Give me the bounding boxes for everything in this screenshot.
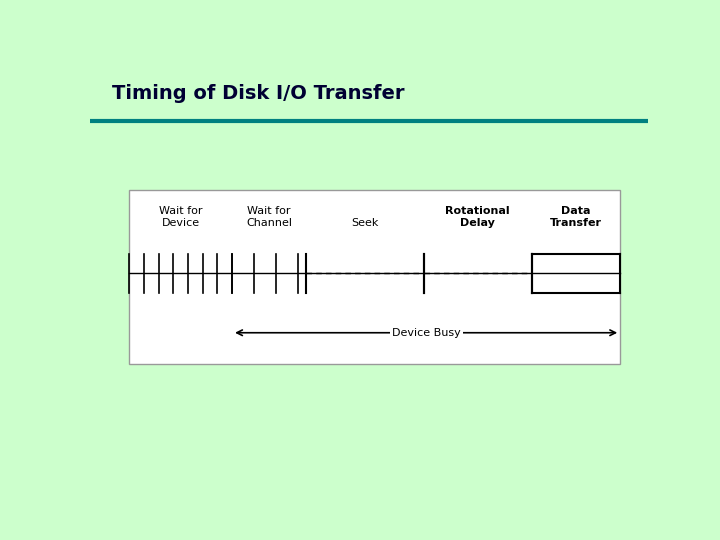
Text: Seek: Seek	[351, 218, 379, 228]
Text: Device Busy: Device Busy	[392, 328, 461, 338]
Bar	[129, 190, 620, 364]
Text: Timing of Disk I/O Transfer: Timing of Disk I/O Transfer	[112, 84, 405, 103]
Text: Wait for
Channel: Wait for Channel	[246, 206, 292, 228]
Text: Rotational
Delay: Rotational Delay	[446, 206, 510, 228]
Text: Wait for
Device: Wait for Device	[159, 206, 202, 228]
Text: Data
Transfer: Data Transfer	[550, 206, 602, 228]
